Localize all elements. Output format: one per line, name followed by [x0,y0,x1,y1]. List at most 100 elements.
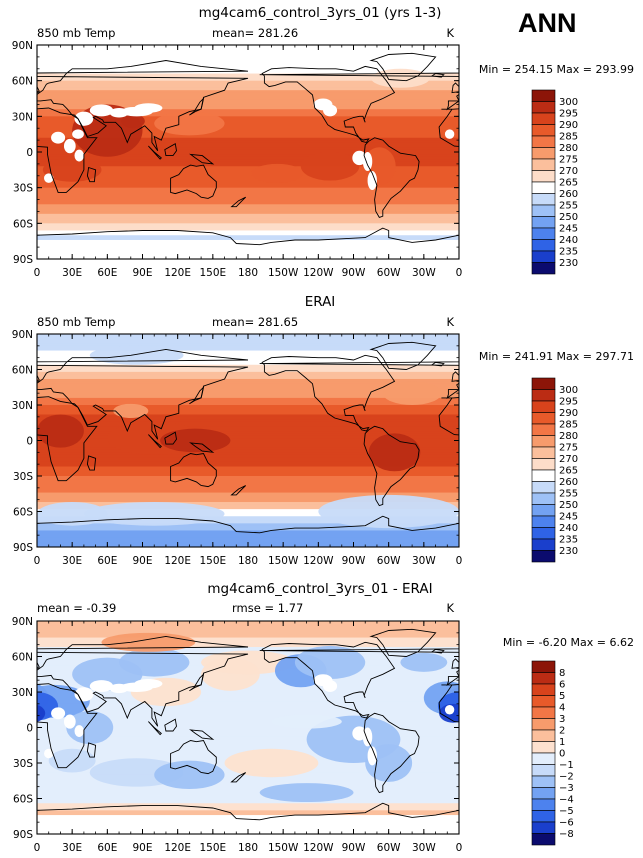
panel-units-label: K [446,26,454,40]
zonal-band [37,199,459,203]
zonal-band [37,352,459,356]
missing-data-patch [323,104,338,117]
coastline [230,772,247,783]
colorbar-box [531,458,556,471]
colorbar-label: 285 [559,420,578,431]
anomaly-patch [251,163,304,183]
coastline [261,354,396,432]
zonal-band [37,113,459,117]
colorbar-box [531,695,556,708]
missing-data-patch [352,150,367,166]
zonal-band [37,130,459,134]
coastline [230,485,247,496]
zonal-band [37,502,459,505]
x-tick-label: 30E [62,842,82,854]
zonal-band [37,140,459,144]
zonal-band [37,722,459,726]
x-tick-label: 150W [268,555,299,567]
zonal-band [37,371,459,375]
zonal-band [37,805,459,809]
anomaly-patch [113,403,149,419]
colorbar-label: −4 [559,795,574,806]
colorbar-label: 230 [559,258,578,269]
colorbar-label: 275 [559,443,578,454]
zonal-band [37,708,459,712]
panel-title: mg4cam6_control_3yrs_01 - ERAI [207,581,432,597]
missing-data-patch [352,726,367,741]
y-tick-label: 60S [13,218,33,230]
zonal-band [37,452,459,456]
anomaly-patch [271,714,342,729]
zonal-band [37,90,459,94]
zonal-band [37,504,459,508]
zonal-band [37,428,459,432]
y-tick-label: 0 [26,723,33,735]
zonal-band [37,185,459,189]
zonal-band [37,471,459,475]
colorbar-box [531,741,556,754]
zonal-band [37,182,459,186]
zonal-band [37,78,459,82]
zonal-band [37,180,459,184]
anomaly-patch [365,744,413,782]
y-tick-label: 60N [12,365,33,377]
colorbar-label: 265 [559,466,578,477]
zonal-band [37,478,459,482]
zonal-band [37,483,459,487]
colorbar-box [531,764,556,777]
zonal-band [37,431,459,434]
zonal-band [37,796,459,800]
zonal-band [37,102,459,106]
zonal-band [37,706,459,710]
coastline [189,385,205,405]
colorbar: 3002952902852802752702652602552502452402… [531,377,578,563]
y-tick-label: 30S [13,183,33,195]
zonal-band [37,789,459,792]
zonal-band [37,421,459,425]
panel-left-label: mean = -0.39 [37,601,116,615]
colorbar-label: −5 [559,806,574,817]
coastline [369,341,437,370]
coastline [37,85,40,93]
missing-data-patch [63,714,76,729]
zonal-band [37,632,459,636]
missing-data-patch [89,104,114,117]
coastline [438,397,459,436]
zonal-band [37,506,459,510]
zonal-band [37,192,459,196]
colorbar-label: 295 [559,397,578,408]
zonal-band [37,457,459,461]
colorbar-box [531,135,556,148]
colorbar-box [531,810,556,823]
zonal-band [37,61,459,65]
zonal-band [37,694,459,698]
colorbar-label: 245 [559,224,578,235]
zonal-band [37,355,459,359]
colorbar-label: 265 [559,178,578,189]
missing-data-patch [74,687,94,702]
zonal-band [37,793,459,797]
missing-data-patch [367,171,377,191]
panel-units-label: K [446,315,454,329]
zonal-band [37,499,459,503]
colorbar-label: 300 [559,385,578,396]
zonal-band [37,154,459,158]
colorbar-label: 4 [559,703,565,714]
zonal-band [37,647,459,650]
x-tick-label: 150W [268,267,299,279]
x-tick-label: 30E [62,267,82,279]
panel-units-label: K [446,601,454,615]
zonal-band [37,178,459,182]
coastline [189,97,205,116]
anomaly-patch [101,632,196,652]
zonal-band [37,748,459,752]
colorbar-box [531,216,556,229]
coastline [189,153,215,165]
zonal-band [37,810,459,814]
zonal-band [37,232,459,236]
x-tick-label: 60W [377,267,401,279]
zonal-band [37,109,459,113]
zonal-band [37,414,459,418]
zonal-band [37,73,459,77]
